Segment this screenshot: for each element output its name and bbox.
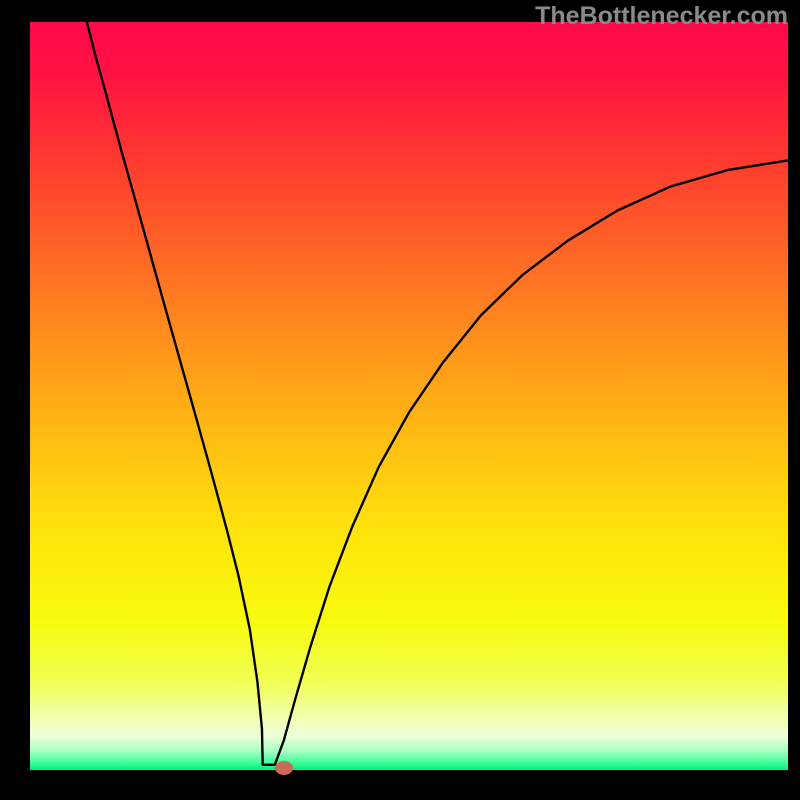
chart-frame: TheBottlenecker.com xyxy=(0,0,800,800)
curve-path xyxy=(87,22,788,765)
bottleneck-curve xyxy=(30,22,788,770)
optimum-marker xyxy=(275,761,293,775)
plot-area xyxy=(30,22,788,770)
watermark-text: TheBottlenecker.com xyxy=(535,2,788,31)
